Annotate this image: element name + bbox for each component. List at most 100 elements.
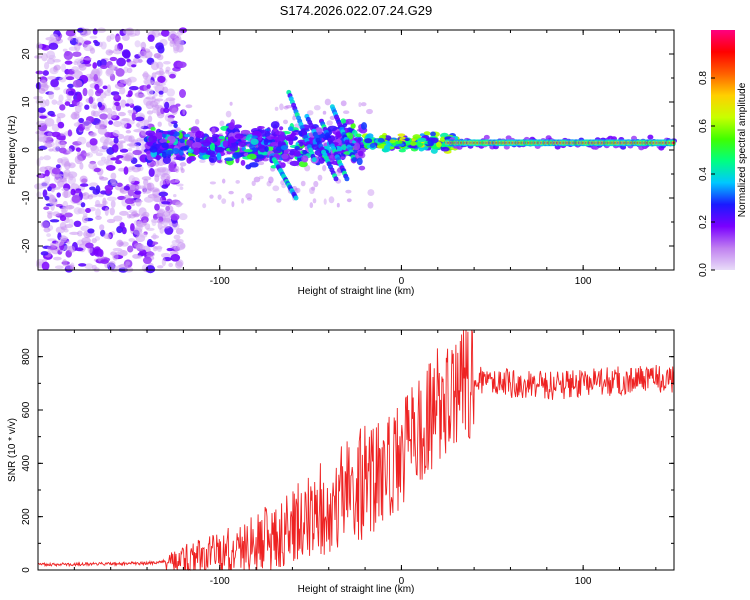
spectrogram-cell [410, 141, 417, 146]
spectrogram-cell [211, 127, 216, 135]
spectrogram-cell [132, 227, 143, 235]
spectrogram-cell [358, 102, 362, 108]
spectrogram-cell [183, 133, 191, 138]
spectrogram-cell [67, 90, 75, 96]
spectrogram-cell [389, 139, 396, 144]
spectrogram-cell [43, 155, 51, 161]
spectrogram-cell [52, 58, 61, 63]
spectrogram-cell [78, 63, 87, 71]
spectrogram-cell [173, 123, 178, 129]
spectrogram-cell [85, 207, 91, 213]
spectrogram-cell [147, 182, 152, 191]
spectrogram-cell [136, 120, 145, 130]
spectrogram-cell [99, 224, 105, 231]
spectrogram-cell [145, 130, 156, 137]
spectrogram-cell [36, 120, 46, 126]
spectrogram-cell [136, 93, 146, 98]
spectrogram-cell [427, 139, 434, 146]
spectrogram-cell [152, 245, 158, 252]
spectrogram-cell [65, 29, 76, 37]
spectrogram-cell [335, 131, 342, 138]
spectrogram-cell [133, 129, 143, 133]
spectrogram-cell [109, 207, 115, 216]
spectrogram-cell [270, 121, 280, 129]
spectrogram-cell [37, 130, 44, 135]
spectrogram-cell [147, 115, 153, 123]
spectrogram-cell [74, 247, 84, 252]
spectrogram-cell [257, 125, 265, 130]
spectrogram-cell [84, 104, 90, 110]
spectrogram-cell [109, 56, 118, 62]
spectrogram-cell [118, 111, 126, 117]
spectrogram-cell [171, 222, 180, 230]
spectrogram-cell [82, 87, 88, 97]
spectrogram-cell [232, 152, 241, 159]
spectrogram-cell [44, 165, 53, 171]
spectrogram-cell [151, 72, 157, 79]
spectrogram-cell [221, 198, 227, 204]
spectrogram-cell [119, 222, 125, 229]
snr-y-tick-label: 0 [21, 567, 32, 573]
spectrogram-cell [42, 70, 49, 76]
spectrogram-cell [169, 40, 175, 47]
spectrogram-cell [93, 74, 98, 82]
spectrogram-cell [37, 107, 46, 113]
spectrogram-cell [128, 86, 139, 91]
spectrogram-cell [43, 206, 50, 210]
spectrogram-cell [162, 60, 171, 65]
spectrogram-cell [77, 136, 87, 145]
spectrogram-cell [161, 258, 167, 267]
spectrogram-y-axis-label: Frequency (Hz) [7, 116, 18, 185]
spectrogram-cell [311, 144, 321, 150]
spectrogram-cell [153, 85, 159, 89]
spectrogram-cell [293, 150, 302, 157]
spectrogram-cell [175, 103, 181, 107]
spectrogram-cell [240, 129, 251, 135]
spectrogram-cell [143, 196, 154, 203]
spectrogram-cell [149, 162, 155, 168]
spectrogram-cell [145, 100, 154, 110]
spectrogram-cell [103, 233, 112, 240]
spectrogram-cell [221, 178, 226, 184]
spectrogram-cell [102, 85, 108, 90]
colorbar-ticks: 0.0 0.2 0.4 0.6 0.8 [698, 71, 715, 277]
spectrogram-cell [179, 186, 184, 191]
spectrogram-cell [145, 265, 156, 274]
spectrogram-cell [255, 154, 265, 159]
spectrogram-cell [105, 68, 114, 77]
spectrogram-cell [193, 147, 200, 156]
spectrogram-cell [41, 261, 50, 271]
spectrogram-cell [95, 208, 101, 218]
spectrogram-cell [40, 221, 50, 229]
spectrogram-cell [123, 135, 133, 142]
spectrogram-cell [98, 175, 104, 180]
spectrogram-cell [159, 138, 168, 144]
spectrogram-cell [75, 147, 81, 152]
spectrogram-cell [161, 184, 169, 189]
spectrogram-cell [131, 64, 137, 68]
spectrogram-cell [277, 140, 286, 147]
spectrogram-cell [412, 134, 421, 140]
spectrogram-cell [398, 148, 406, 153]
spectrogram-cell [61, 136, 66, 141]
spectrogram-cell [112, 120, 123, 128]
spectrogram-cell [173, 234, 181, 240]
spectrogram-cell [52, 146, 61, 153]
spectrogram-cell [351, 157, 357, 163]
spectrogram-cell [377, 137, 385, 143]
spectrogram-cell [82, 192, 90, 200]
spectrogram-cell [160, 107, 165, 115]
spectrogram-cell [165, 149, 174, 155]
spectrogram-cell [55, 240, 65, 246]
spectrogram-cell [88, 96, 94, 105]
spectrogram-cell [39, 156, 44, 161]
spectrogram-cell [48, 90, 55, 100]
spectrogram-cell [52, 211, 61, 217]
spectrogram-cell [78, 263, 87, 267]
spectrogram-cell [173, 244, 182, 252]
spectrogram-cell [436, 141, 442, 148]
spectrogram-cell [175, 260, 183, 269]
spectrogram-cell [63, 51, 73, 60]
colorbar: 0.0 0.2 0.4 0.6 0.8 Normalized spectral ampl… [698, 30, 748, 277]
